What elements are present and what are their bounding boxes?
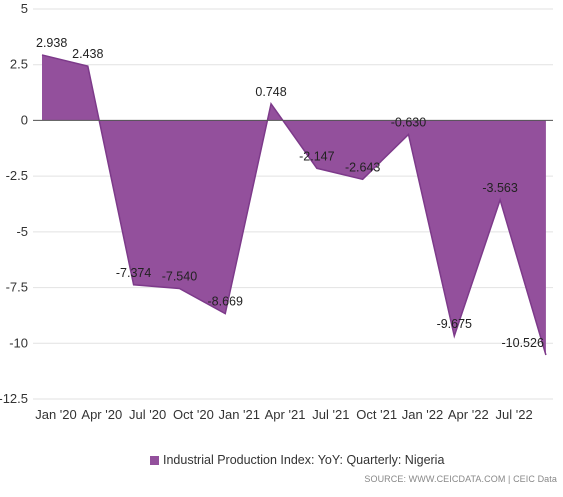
data-label: 2.938 <box>36 36 67 50</box>
y-tick-label: 5 <box>21 1 28 16</box>
y-tick-label: -5 <box>16 224 28 239</box>
legend: Industrial Production Index: YoY: Quarte… <box>150 453 444 467</box>
series-line <box>41 54 547 356</box>
data-label: -0.630 <box>391 115 426 129</box>
data-label: -7.374 <box>116 266 151 280</box>
x-tick-label: Apr '21 <box>265 407 306 422</box>
data-label: -10.526 <box>502 336 544 350</box>
x-tick-label: Jul '22 <box>496 407 533 422</box>
legend-label: Industrial Production Index: YoY: Quarte… <box>163 453 445 467</box>
y-tick-label: 0 <box>21 112 28 127</box>
x-tick-label: Apr '20 <box>81 407 122 422</box>
x-tick-label: Jan '21 <box>218 407 260 422</box>
x-tick-label: Oct '21 <box>356 407 397 422</box>
y-tick-label: 2.5 <box>10 57 28 72</box>
x-tick-label: Jan '20 <box>35 407 77 422</box>
data-label: -8.669 <box>208 295 243 309</box>
y-tick-label: -10 <box>9 335 28 350</box>
y-tick-label: -7.5 <box>6 280 28 295</box>
data-label: -3.563 <box>482 181 517 195</box>
data-label: -2.643 <box>345 160 380 174</box>
y-tick-label: -12.5 <box>0 391 28 406</box>
y-tick-label: -2.5 <box>6 168 28 183</box>
x-tick-label: Jul '21 <box>312 407 349 422</box>
data-label: 2.438 <box>72 47 103 61</box>
x-tick-label: Jul '20 <box>129 407 166 422</box>
data-label: -7.540 <box>162 269 197 283</box>
data-label: -9.675 <box>437 317 472 331</box>
x-tick-label: Oct '20 <box>173 407 214 422</box>
x-tick-label: Apr '22 <box>448 407 489 422</box>
source-note: SOURCE: WWW.CEICDATA.COM | CEIC Data <box>364 474 557 484</box>
data-label: -2.147 <box>299 149 334 163</box>
x-tick-label: Jan '22 <box>402 407 444 422</box>
data-label: 0.748 <box>255 85 286 99</box>
legend-swatch <box>150 455 159 465</box>
area-series <box>42 54 546 356</box>
